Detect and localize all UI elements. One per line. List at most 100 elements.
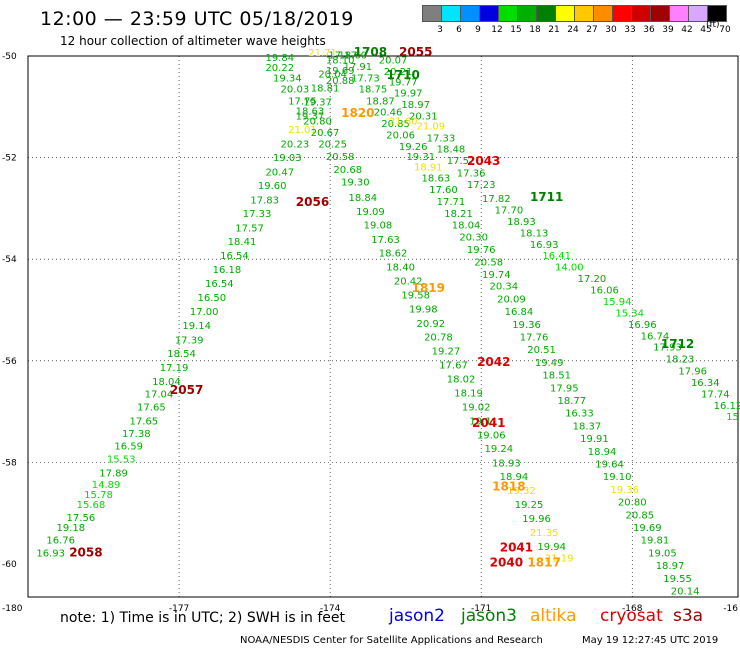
legend-s3a: s3a bbox=[673, 606, 704, 626]
color-scale-label: 24 bbox=[567, 25, 579, 35]
swh-value: 16.54 bbox=[220, 251, 249, 262]
swh-value: 18.91 bbox=[414, 162, 443, 173]
swh-value: 20.58 bbox=[474, 257, 503, 268]
swh-value: 18.97 bbox=[401, 100, 430, 111]
swh-value: 16.96 bbox=[628, 320, 657, 331]
time-label: 1819 bbox=[412, 281, 445, 295]
swh-value: 19.25 bbox=[515, 500, 544, 511]
swh-value: 17.33 bbox=[243, 209, 272, 220]
color-scale-label: 33 bbox=[624, 25, 636, 35]
swh-value: 18.60 bbox=[338, 51, 367, 62]
swh-value: 17.67 bbox=[439, 360, 468, 371]
swh-value: 19.34 bbox=[273, 73, 302, 84]
generated-timestamp: May 19 12:27:45 UTC 2019 bbox=[582, 635, 719, 646]
swh-value: 18.62 bbox=[379, 249, 408, 260]
color-scale-label: 36 bbox=[643, 25, 655, 35]
swh-value: 20.30 bbox=[459, 232, 488, 243]
swh-value: 19.49 bbox=[535, 358, 564, 369]
time-label: 1818 bbox=[492, 479, 525, 493]
swh-value: 18.97 bbox=[656, 561, 685, 572]
swh-value: 19.36 bbox=[610, 485, 639, 496]
swh-value: 20.09 bbox=[497, 294, 526, 305]
color-swatch bbox=[707, 5, 727, 22]
swh-value: 17.89 bbox=[99, 469, 128, 480]
swh-value: 19.69 bbox=[326, 66, 355, 77]
swh-value: 19.91 bbox=[580, 434, 609, 445]
swh-value: 20.42 bbox=[394, 277, 423, 288]
x-tick-label: -171 bbox=[471, 604, 491, 614]
swh-value: 21.19 bbox=[545, 553, 574, 564]
swh-value: 17.71 bbox=[437, 197, 466, 208]
swh-value: 19.03 bbox=[273, 153, 302, 164]
swh-value: 15.81 bbox=[739, 424, 740, 435]
swh-value: 15.78 bbox=[84, 490, 113, 501]
y-tick-label: -58 bbox=[2, 458, 17, 468]
swh-value: 16.54 bbox=[205, 279, 234, 290]
swh-value: 18.84 bbox=[349, 193, 378, 204]
swh-value: 17.63 bbox=[371, 235, 400, 246]
swh-value: 19.14 bbox=[182, 321, 211, 332]
swh-value: 20.92 bbox=[417, 319, 446, 330]
swh-value: 16.50 bbox=[197, 293, 226, 304]
swh-value: 18.19 bbox=[454, 388, 483, 399]
swh-value: 19.84 bbox=[265, 53, 294, 64]
x-tick-label: -16 bbox=[723, 604, 738, 614]
swh-value: 19.98 bbox=[409, 305, 438, 316]
swh-value: 20.80 bbox=[303, 117, 332, 128]
x-tick-label: -174 bbox=[320, 604, 341, 614]
swh-value: 18.87 bbox=[366, 96, 395, 107]
swh-value: 20.47 bbox=[265, 167, 294, 178]
color-scale-label: 18 bbox=[529, 25, 541, 35]
time-label: 2041 bbox=[500, 540, 533, 554]
swh-value: 18.81 bbox=[311, 84, 340, 95]
swh-value: 17.19 bbox=[160, 363, 189, 374]
swh-value: 20.07 bbox=[379, 56, 408, 67]
swh-value: 19.37 bbox=[303, 97, 332, 108]
swh-value: 16.93 bbox=[36, 548, 65, 559]
time-label: 1820 bbox=[341, 106, 374, 120]
swh-value: 17.65 bbox=[129, 416, 158, 427]
swh-value: 15.68 bbox=[77, 500, 106, 511]
swh-value: 19.81 bbox=[641, 536, 670, 547]
x-tick-label: -180 bbox=[2, 604, 23, 614]
time-label: 1817 bbox=[527, 556, 560, 570]
swh-value: 17.91 bbox=[344, 62, 373, 73]
swh-value: 17.56 bbox=[67, 513, 96, 524]
swh-value: 14.00 bbox=[555, 262, 584, 273]
swh-value: 19.96 bbox=[522, 514, 551, 525]
time-label: 2043 bbox=[467, 154, 500, 168]
color-scale-label: 12 bbox=[491, 25, 503, 35]
footer-note: note: 1) Time is in UTC; 2) SWH is in fe… bbox=[60, 610, 346, 626]
swh-value: 19.10 bbox=[603, 472, 632, 483]
swh-value: 19.11 bbox=[469, 416, 498, 427]
swh-value: 17.65 bbox=[137, 403, 166, 414]
swh-value: 19.37 bbox=[296, 111, 325, 122]
swh-value: 19.97 bbox=[394, 89, 423, 100]
swh-value: 17.93 bbox=[653, 343, 682, 354]
swh-value: 16.76 bbox=[46, 536, 75, 547]
swh-value: 19.09 bbox=[356, 207, 385, 218]
swh-value: 20.25 bbox=[318, 139, 347, 150]
swh-value: 19.74 bbox=[482, 270, 511, 281]
swh-value: 18.51 bbox=[542, 371, 571, 382]
swh-value: 17.00 bbox=[190, 307, 219, 318]
swh-value: 18.37 bbox=[573, 421, 602, 432]
swh-value: 18.93 bbox=[507, 217, 536, 228]
swh-value: 18.02 bbox=[447, 375, 476, 386]
time-label: 1710 bbox=[386, 68, 419, 82]
swh-value: 17.38 bbox=[122, 429, 151, 440]
color-scale-label: 21 bbox=[548, 25, 560, 35]
color-scale-label: 3 bbox=[437, 25, 443, 35]
swh-value: 20.14 bbox=[671, 586, 700, 597]
swh-value: 20.22 bbox=[265, 63, 294, 74]
swh-value: 19.77 bbox=[389, 77, 418, 88]
swh-value: 19.08 bbox=[364, 221, 393, 232]
swh-value: 21.01 bbox=[288, 125, 317, 136]
swh-value: 17.04 bbox=[145, 389, 174, 400]
swh-value: 18.04 bbox=[152, 377, 181, 388]
swh-value: 17.70 bbox=[495, 205, 524, 216]
swh-value: 15.94 bbox=[603, 297, 632, 308]
swh-value: 16.59 bbox=[114, 442, 143, 453]
swh-value: 21.60 bbox=[389, 117, 418, 128]
swh-value: 18.10 bbox=[326, 56, 355, 67]
